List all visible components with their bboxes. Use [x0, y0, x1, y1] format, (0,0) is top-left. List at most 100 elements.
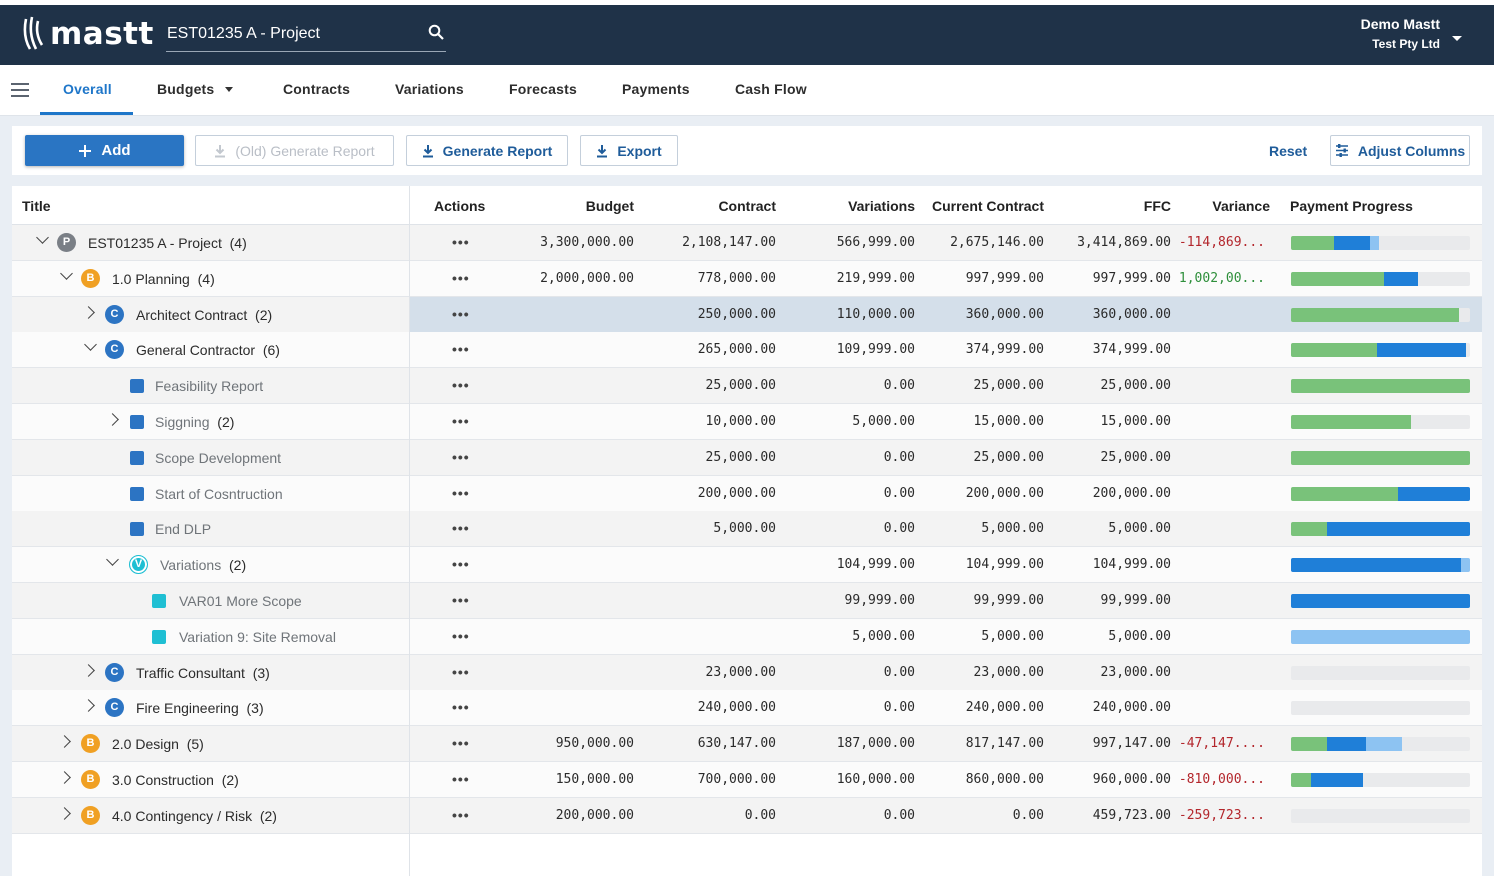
row-actions-menu-icon[interactable]: ••• — [452, 771, 470, 787]
expand-chevron-icon[interactable] — [58, 806, 71, 820]
row-actions-menu-icon[interactable]: ••• — [452, 699, 470, 716]
hamburger-menu-icon[interactable] — [11, 83, 29, 97]
row-actions-menu-icon[interactable]: ••• — [452, 413, 470, 429]
export-button[interactable]: Export — [580, 135, 678, 166]
row-actions-menu-icon[interactable]: ••• — [452, 484, 470, 501]
payment-progress-bar — [1291, 737, 1470, 752]
column-header-contract[interactable]: Contract — [718, 198, 776, 214]
tab-contracts[interactable]: Contracts — [283, 81, 351, 97]
sliders-icon — [1335, 144, 1348, 157]
row-title[interactable]: Siggning (2) — [155, 414, 234, 430]
row-title[interactable]: Scope Development — [155, 450, 281, 466]
column-header-variance[interactable]: Variance — [1212, 198, 1270, 214]
row-title[interactable]: Traffic Consultant (3) — [136, 665, 270, 681]
row-title[interactable]: Variation 9: Site Removal — [179, 629, 336, 645]
collapse-chevron-icon[interactable] — [84, 338, 97, 352]
tab-budgets[interactable]: Budgets — [157, 81, 215, 97]
row-title[interactable]: 3.0 Construction (2) — [112, 772, 239, 788]
table-row[interactable]: P EST01235 A - Project (4) ••• 3,300,000.00… — [12, 225, 1482, 261]
collapse-chevron-icon[interactable] — [60, 266, 73, 280]
tab-cash-flow[interactable]: Cash Flow — [735, 81, 807, 97]
table-row[interactable]: Scope Development ••• 25,000.00 0.00 25,000.… — [12, 439, 1482, 476]
search-input[interactable]: EST01235 A - Project — [167, 25, 320, 42]
cell-current: 25,000.00 — [973, 449, 1044, 465]
row-actions-menu-icon[interactable]: ••• — [452, 806, 470, 823]
expand-chevron-icon[interactable] — [58, 735, 71, 749]
row-actions-menu-icon[interactable]: ••• — [452, 448, 470, 465]
tab-forecasts[interactable]: Forecasts — [509, 81, 577, 97]
table-row[interactable]: Start of Cosntruction ••• 200,000.00 0.00 20… — [12, 475, 1482, 512]
project-search[interactable]: EST01235 A - Project — [166, 19, 446, 52]
table-row[interactable]: End DLP ••• 5,000.00 0.00 5,000.00 5,000.00 — [12, 511, 1482, 548]
row-actions-menu-icon[interactable]: ••• — [452, 663, 470, 680]
table-row[interactable]: VAR01 More Scope ••• 99,999.00 99,999.00 99,… — [12, 583, 1482, 619]
column-header-title[interactable]: Title — [22, 198, 51, 214]
collapse-chevron-icon[interactable] — [106, 553, 119, 567]
row-title[interactable]: Fire Engineering (3) — [136, 700, 264, 716]
table-row[interactable]: C General Contractor (6) ••• 265,000.00 109,… — [12, 332, 1482, 369]
adjust-columns-button[interactable]: Adjust Columns — [1330, 135, 1470, 166]
row-actions-menu-icon[interactable]: ••• — [452, 341, 470, 358]
table-row[interactable]: B 4.0 Contingency / Risk (2) ••• 200,000.00… — [12, 797, 1482, 834]
column-header-current-contract[interactable]: Current Contract — [931, 198, 1044, 214]
user-menu[interactable]: Demo Mastt Test Pty Ltd — [1361, 16, 1440, 51]
table-row[interactable]: V Variations (2) ••• 104,999.00 104,999.00 10… — [12, 547, 1482, 584]
column-header-budget[interactable]: Budget — [585, 198, 634, 214]
row-actions-menu-icon[interactable]: ••• — [452, 269, 470, 286]
table-row[interactable]: Siggning (2) ••• 10,000.00 5,000.00 15,000.0… — [12, 404, 1482, 440]
table-row[interactable]: B 2.0 Design (5) ••• 950,000.00 630,147.00 18… — [12, 726, 1482, 763]
cell-ffc: 374,999.00 — [1092, 342, 1171, 358]
row-title[interactable]: End DLP — [155, 521, 211, 537]
cell-contract: 0.00 — [744, 807, 776, 823]
tab-variations[interactable]: Variations — [395, 81, 464, 97]
logo[interactable]: mastt — [22, 15, 154, 53]
table-row[interactable]: B 3.0 Construction (2) ••• 150,000.00 700,00… — [12, 762, 1482, 798]
row-actions-menu-icon[interactable]: ••• — [452, 735, 470, 752]
table-row[interactable]: C Fire Engineering (3) ••• 240,000.00 0.00 24… — [12, 690, 1482, 727]
expand-chevron-icon[interactable] — [82, 663, 95, 677]
row-title[interactable]: VAR01 More Scope — [179, 593, 302, 609]
row-actions-menu-icon[interactable]: ••• — [452, 377, 470, 394]
expand-chevron-icon[interactable] — [58, 771, 71, 784]
column-header-payment-progress[interactable]: Payment Progress — [1290, 198, 1413, 214]
search-icon[interactable] — [428, 24, 444, 40]
row-title[interactable]: Variations (2) — [160, 557, 246, 573]
row-actions-menu-icon[interactable]: ••• — [452, 627, 470, 644]
row-title[interactable]: Architect Contract (2) — [136, 307, 272, 323]
collapse-chevron-icon[interactable] — [36, 231, 49, 244]
table-row[interactable]: Feasibility Report ••• 25,000.00 0.00 25,000… — [12, 368, 1482, 405]
table-row[interactable]: C Traffic Consultant (3) ••• 23,000.00 0.00 2… — [12, 654, 1482, 691]
add-button[interactable]: Add — [25, 135, 184, 166]
reset-button[interactable]: Reset — [1269, 143, 1308, 159]
column-header-variations[interactable]: Variations — [848, 198, 915, 214]
row-title[interactable]: General Contractor (6) — [136, 342, 280, 358]
chevron-down-icon[interactable] — [1452, 36, 1462, 41]
table-row[interactable]: B 1.0 Planning (4) ••• 2,000,000.00 778,000.… — [12, 260, 1482, 297]
tab-overall[interactable]: Overall — [63, 81, 112, 97]
column-header-ffc[interactable]: FFC — [1143, 198, 1171, 214]
expand-chevron-icon[interactable] — [82, 305, 95, 319]
expand-chevron-icon[interactable] — [106, 413, 119, 426]
generate-report-button[interactable]: Generate Report — [406, 135, 568, 166]
item-type-square-icon — [130, 415, 144, 429]
row-title[interactable]: EST01235 A - Project (4) — [88, 235, 247, 251]
cell-current: 0.00 — [1012, 807, 1044, 823]
budgets-dropdown-icon[interactable] — [225, 87, 233, 92]
row-title[interactable]: 4.0 Contingency / Risk (2) — [112, 808, 277, 824]
row-title[interactable]: 1.0 Planning (4) — [112, 271, 215, 287]
row-title[interactable]: 2.0 Design (5) — [112, 736, 204, 752]
approved-segment — [1398, 486, 1470, 501]
table-row[interactable]: Variation 9: Site Removal ••• 5,000.00 5,00… — [12, 618, 1482, 655]
table-row[interactable]: C Architect Contract (2) ••• 250,000.00 110,… — [12, 296, 1482, 333]
row-actions-menu-icon[interactable]: ••• — [452, 592, 470, 608]
tab-payments[interactable]: Payments — [622, 81, 690, 97]
row-actions-menu-icon[interactable]: ••• — [452, 234, 470, 250]
row-title[interactable]: Feasibility Report — [155, 378, 263, 394]
generate-report-label: Generate Report — [442, 142, 553, 159]
expand-chevron-icon[interactable] — [82, 699, 95, 713]
row-actions-menu-icon[interactable]: ••• — [452, 556, 470, 573]
old-generate-report-button[interactable]: (Old) Generate Report — [195, 135, 394, 166]
row-actions-menu-icon[interactable]: ••• — [452, 305, 470, 322]
row-actions-menu-icon[interactable]: ••• — [452, 520, 470, 537]
row-title[interactable]: Start of Cosntruction — [155, 486, 283, 502]
